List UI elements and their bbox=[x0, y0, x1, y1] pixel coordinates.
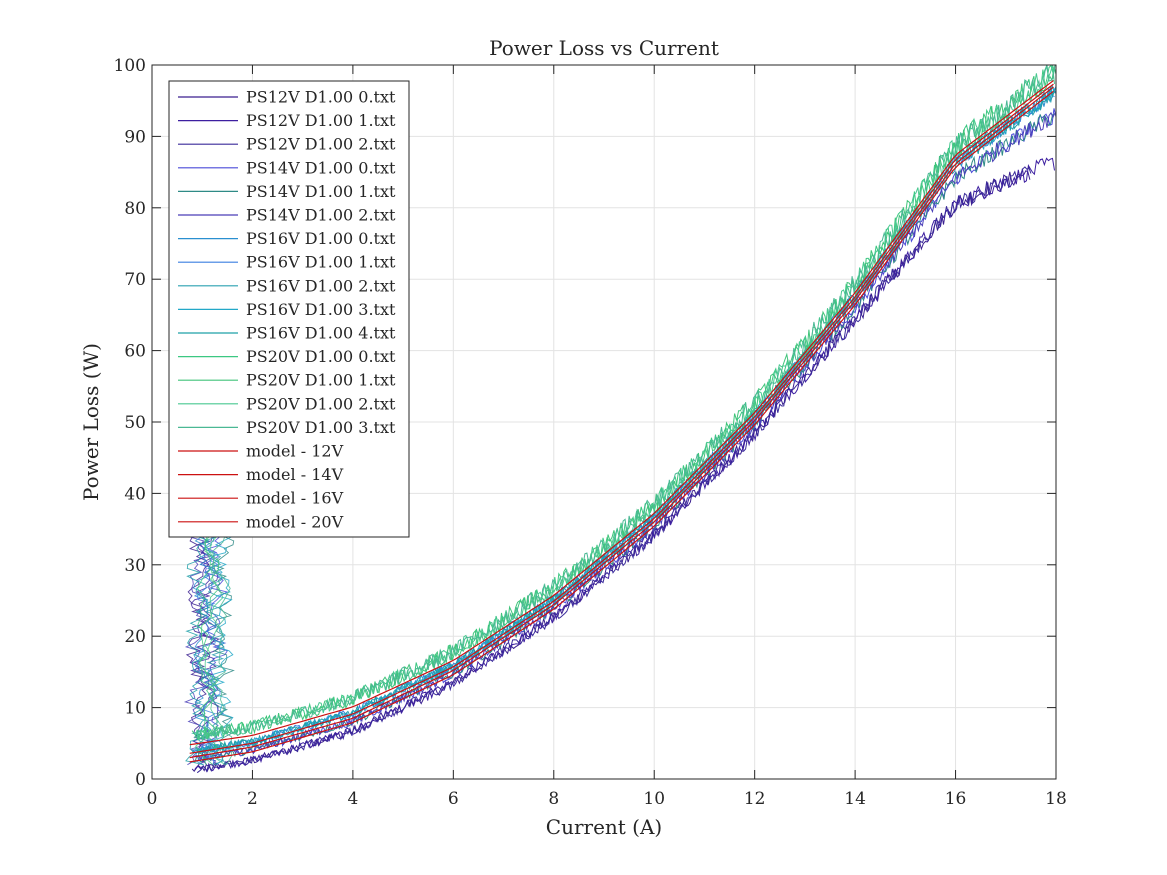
y-tick-label: 40 bbox=[124, 484, 146, 504]
model-line bbox=[189, 83, 1054, 754]
y-tick-label: 60 bbox=[124, 342, 146, 362]
legend-label: PS12V D1.00 0.txt bbox=[246, 88, 396, 107]
legend-label: PS20V D1.00 0.txt bbox=[246, 347, 396, 366]
legend-label: PS14V D1.00 0.txt bbox=[246, 158, 396, 177]
measured-transient bbox=[202, 528, 229, 765]
y-tick-label: 70 bbox=[124, 270, 146, 290]
x-tick-label: 16 bbox=[945, 789, 967, 809]
measured-transient bbox=[208, 528, 234, 766]
legend-label: PS12V D1.00 1.txt bbox=[246, 111, 396, 130]
model-line bbox=[189, 80, 1054, 746]
measured-transient bbox=[192, 529, 217, 766]
legend-label: model - 16V bbox=[246, 489, 344, 508]
x-axis-label: Current (A) bbox=[546, 815, 662, 839]
x-tick-label: 4 bbox=[347, 789, 358, 809]
legend-label: PS20V D1.00 3.txt bbox=[246, 418, 396, 437]
measured-line bbox=[194, 157, 1055, 773]
legend-label: PS20V D1.00 2.txt bbox=[246, 394, 396, 413]
legend-label: model - 14V bbox=[246, 465, 344, 484]
legend-entries: PS12V D1.00 0.txt PS12V D1.00 1.txt PS12V … bbox=[178, 88, 396, 531]
x-tick-label: 2 bbox=[247, 789, 258, 809]
legend-label: PS14V D1.00 1.txt bbox=[246, 182, 396, 201]
y-tick-label: 90 bbox=[124, 127, 146, 147]
y-tick-label: 80 bbox=[124, 199, 146, 219]
legend-label: PS16V D1.00 2.txt bbox=[246, 276, 396, 295]
tick-marks bbox=[151, 64, 1057, 780]
x-tick-label: 14 bbox=[844, 789, 866, 809]
measured-transient bbox=[203, 528, 228, 766]
x-tick-label: 18 bbox=[1045, 789, 1067, 809]
measured-line bbox=[196, 111, 1056, 764]
measured-transient bbox=[196, 528, 222, 765]
x-tick-label: 0 bbox=[147, 789, 158, 809]
legend-label: PS12V D1.00 2.txt bbox=[246, 135, 396, 154]
x-tick-label: 6 bbox=[448, 789, 459, 809]
y-tick-label: 0 bbox=[135, 770, 146, 790]
model-line bbox=[189, 86, 1054, 759]
legend-label: PS16V D1.00 4.txt bbox=[246, 324, 396, 343]
measured-line bbox=[196, 166, 1032, 774]
y-tick-label: 10 bbox=[124, 699, 146, 719]
tick-labels: 0 2 4 6 8 10 12 14 16 18 0 10 20 30 40 50 60 70 80 90 100 bbox=[114, 56, 1067, 809]
legend-label: PS16V D1.00 0.txt bbox=[246, 229, 396, 248]
x-tick-label: 12 bbox=[744, 789, 766, 809]
measured-line bbox=[194, 64, 1055, 741]
y-tick-label: 20 bbox=[124, 627, 146, 647]
model-line bbox=[189, 90, 1054, 763]
x-tick-label: 8 bbox=[548, 789, 559, 809]
y-tick-label: 50 bbox=[124, 413, 146, 433]
chart-title: Power Loss vs Current bbox=[489, 36, 719, 60]
y-tick-label: 30 bbox=[124, 556, 146, 576]
measured-line bbox=[197, 64, 1056, 741]
legend-label: PS16V D1.00 1.txt bbox=[246, 253, 396, 272]
legend-label: PS14V D1.00 2.txt bbox=[246, 206, 396, 225]
y-axis-label: Power Loss (W) bbox=[79, 343, 103, 501]
x-tick-label: 10 bbox=[643, 789, 665, 809]
measured-line bbox=[194, 113, 1055, 763]
legend-label: PS16V D1.00 3.txt bbox=[246, 300, 396, 319]
legend-label: PS20V D1.00 1.txt bbox=[246, 371, 396, 390]
legend-label: model - 20V bbox=[246, 512, 344, 531]
y-tick-label: 100 bbox=[114, 56, 146, 76]
legend-label: model - 12V bbox=[246, 442, 344, 461]
legend: PS12V D1.00 0.txt PS12V D1.00 1.txt PS12V … bbox=[168, 80, 410, 538]
measured-transient bbox=[185, 528, 210, 766]
